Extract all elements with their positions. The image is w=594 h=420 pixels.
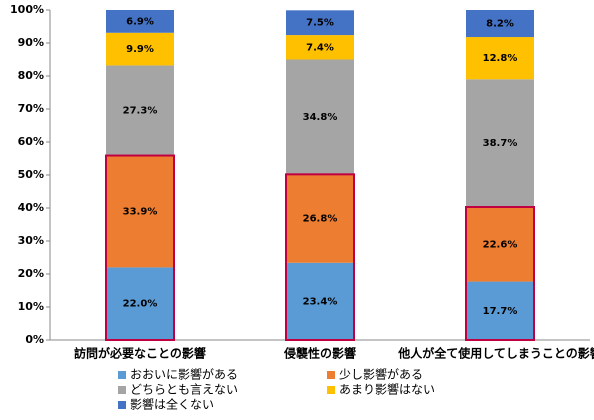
value-label: 7.5% (306, 18, 334, 29)
value-label: 27.3% (123, 105, 158, 116)
bar-segment (466, 281, 534, 340)
legend-label: 影響は全くない (130, 397, 214, 412)
highlight-box (465, 206, 535, 341)
bar-segment (106, 65, 174, 156)
value-label: 22.6% (483, 239, 518, 250)
bar-segment (466, 10, 534, 38)
legend-swatch (118, 371, 126, 379)
bar-segment (466, 79, 534, 208)
bar-segment (286, 174, 354, 263)
value-label: 8.2% (486, 19, 514, 30)
bar-segment (466, 207, 534, 282)
y-tick-label: 10% (18, 300, 44, 313)
x-tick-label: 訪問が必要なことの影響 (74, 346, 206, 361)
legend-label: 少し影響がある (339, 367, 423, 382)
value-label: 9.9% (126, 44, 154, 55)
y-tick-label: 90% (18, 36, 44, 49)
legend-label: おおいに影響がある (130, 367, 238, 382)
bar-segment (106, 32, 174, 66)
legend-label: どちらとも言えない (130, 383, 238, 397)
bar-segment (106, 267, 174, 340)
legend-label: あまり影響はない (339, 382, 435, 397)
legend-swatch (118, 386, 126, 394)
value-label: 26.8% (303, 214, 338, 225)
x-tick-label: 侵襲性の影響 (283, 346, 356, 361)
y-tick-label: 30% (18, 234, 44, 247)
bar-segment (106, 10, 174, 33)
y-tick-label: 20% (18, 267, 44, 280)
bar-segment (286, 10, 354, 36)
bar-segment (286, 59, 354, 175)
value-label: 33.9% (123, 206, 158, 217)
legend-swatch (327, 371, 335, 379)
bar-segment (286, 35, 354, 60)
y-tick-label: 80% (18, 69, 44, 82)
legend-swatch (118, 401, 126, 409)
x-tick-label: 他人が全て使用してしまうことの影響 (397, 346, 594, 361)
y-tick-label: 70% (18, 102, 44, 115)
y-tick-label: 40% (18, 201, 44, 214)
value-label: 23.4% (303, 296, 338, 307)
y-tick-label: 60% (18, 135, 44, 148)
value-label: 34.8% (303, 112, 338, 123)
y-tick-label: 100% (10, 3, 44, 16)
y-tick-label: 50% (18, 168, 44, 181)
value-label: 6.9% (126, 16, 154, 27)
value-label: 22.0% (123, 299, 158, 310)
legend-swatch (327, 386, 335, 394)
bar-segment (106, 155, 174, 268)
highlight-box (285, 173, 355, 341)
value-label: 38.7% (483, 138, 518, 149)
value-label: 7.4% (306, 42, 334, 53)
bar-segment (466, 37, 534, 80)
value-label: 17.7% (483, 306, 518, 317)
highlight-box (105, 154, 175, 341)
value-label: 12.8% (483, 53, 518, 64)
bar-segment (286, 262, 354, 340)
y-tick-label: 0% (25, 333, 44, 346)
